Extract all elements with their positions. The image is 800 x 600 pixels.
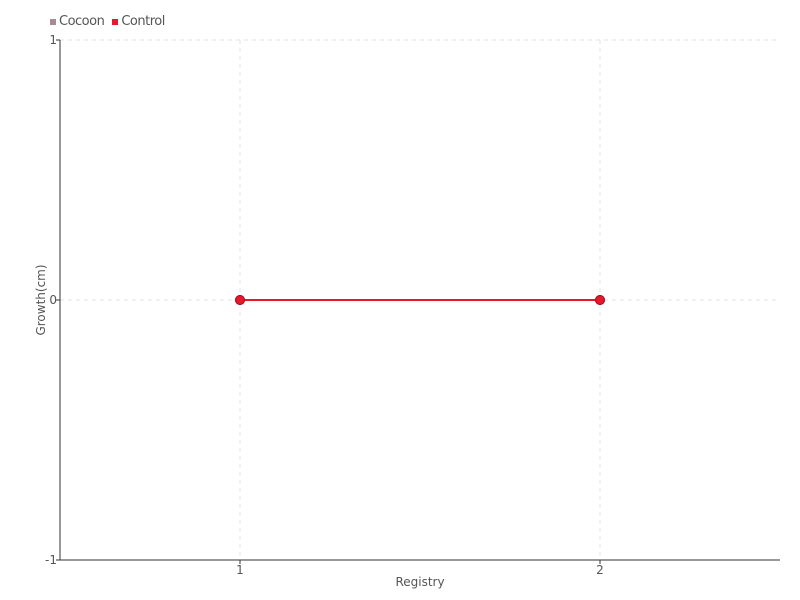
legend-label-cocoon: Cocoon [59, 14, 105, 29]
y-axis-label: Growth(cm) [34, 264, 48, 335]
legend-item-cocoon[interactable]: Cocoon [50, 14, 105, 29]
legend-item-control[interactable]: Control [112, 14, 165, 29]
legend-label-control: Control [121, 14, 165, 29]
legend-swatch-control [112, 18, 119, 25]
x-axis-label: Registry [395, 575, 444, 589]
x-tick-label: 1 [236, 563, 244, 577]
data-point-control [595, 295, 605, 305]
legend: Cocoon Control [50, 14, 165, 29]
y-tick-label: 1 [49, 33, 57, 47]
data-point-control [235, 295, 245, 305]
y-tick-label: 0 [49, 293, 57, 307]
legend-swatch-cocoon [50, 18, 56, 25]
x-tick-label: 2 [596, 563, 604, 577]
y-tick-label: -1 [45, 553, 57, 567]
